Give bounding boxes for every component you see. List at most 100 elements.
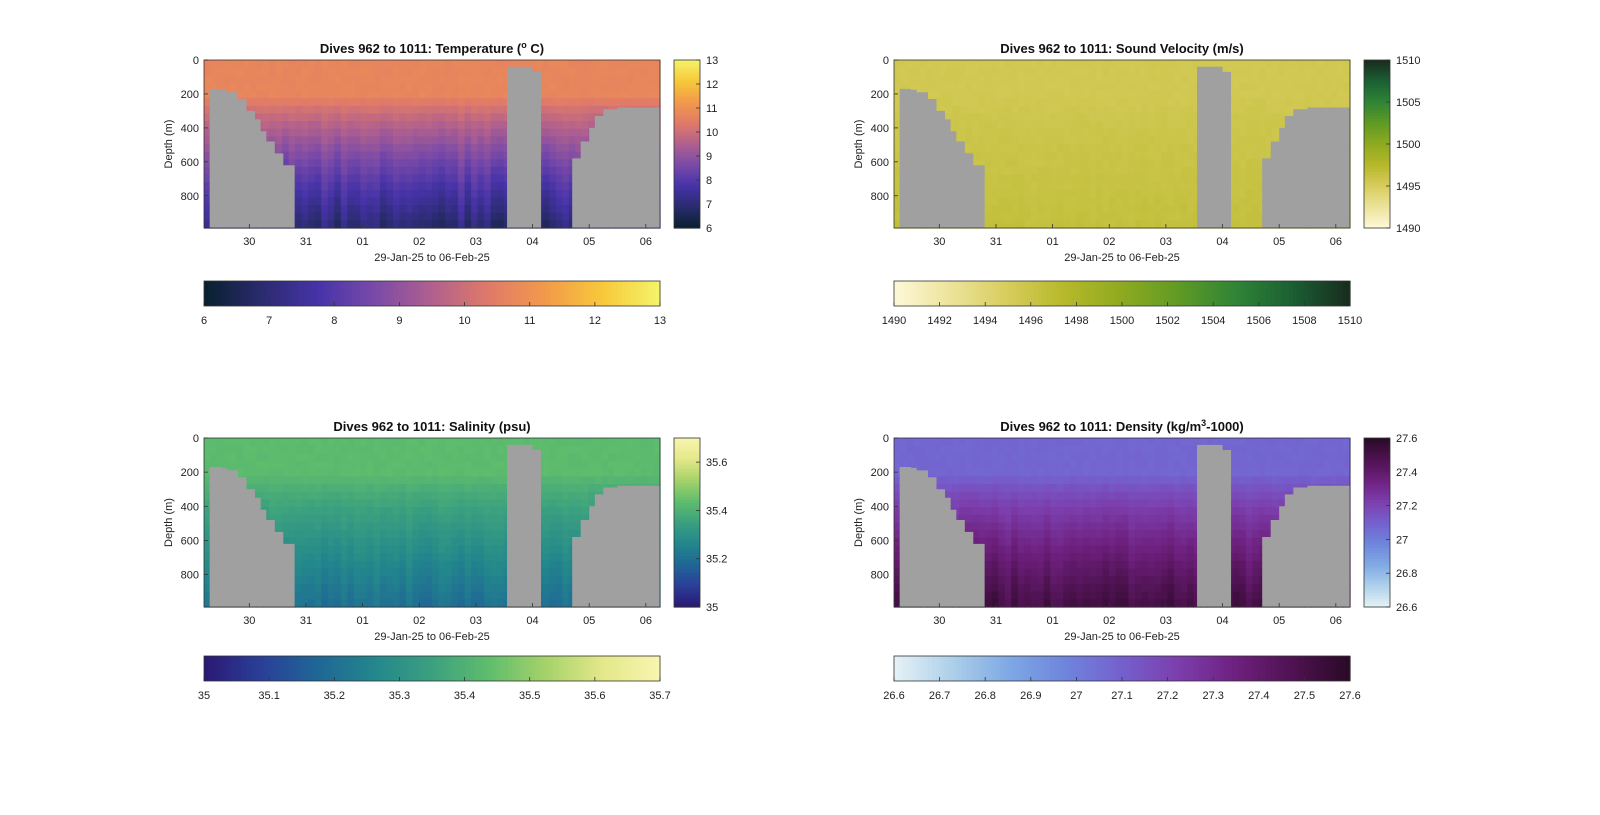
heat-cell: [1011, 121, 1019, 130]
heat-cell: [275, 491, 283, 501]
colorbar-segment: [897, 281, 903, 306]
heat-cell: [965, 82, 973, 92]
heat-cell: [536, 60, 544, 69]
heat-cell: [373, 60, 381, 69]
heat-cell: [1245, 205, 1253, 214]
heat-cell: [1063, 67, 1071, 76]
heat-cell: [1161, 90, 1169, 99]
heat-cell: [562, 113, 570, 122]
heat-cell: [1122, 174, 1130, 183]
heat-cell: [308, 507, 316, 516]
heat-cell: [236, 82, 244, 92]
heat-cell: [288, 484, 296, 493]
colorbar-segment: [674, 127, 700, 131]
heat-cell: [295, 560, 303, 570]
heat-cell: [373, 553, 381, 562]
heat-cell: [620, 98, 629, 107]
colorbar-segment: [943, 281, 948, 306]
heat-cell: [379, 136, 387, 145]
heat-cell: [1252, 128, 1260, 137]
heat-cell: [458, 182, 466, 191]
heat-cell: [1148, 60, 1156, 69]
heat-cell: [243, 453, 251, 462]
heat-cell: [275, 67, 283, 76]
heat-cell: [458, 144, 466, 153]
heat-cell: [1056, 90, 1064, 99]
heat-cell: [1161, 113, 1169, 122]
heat-cell: [991, 113, 999, 122]
heat-cell: [438, 553, 446, 562]
heat-cell: [314, 507, 322, 516]
heat-cell: [1024, 105, 1032, 115]
heat-cell: [360, 136, 368, 145]
heat-cell: [425, 530, 433, 539]
heat-cell: [249, 476, 257, 485]
heat-cell: [1187, 205, 1195, 214]
heat-cell: [432, 98, 440, 107]
heat-cell: [1167, 105, 1175, 115]
heat-cell: [282, 476, 290, 485]
heat-cell: [262, 90, 270, 99]
heat-cell: [432, 468, 440, 478]
heat-cell: [275, 522, 283, 531]
heat-cell: [340, 60, 348, 69]
heat-cell: [978, 67, 986, 76]
heat-cell: [432, 197, 440, 206]
heat-cell: [1245, 75, 1253, 84]
heat-cell: [627, 67, 635, 76]
heat-cell: [926, 67, 934, 76]
heat-cell: [412, 144, 420, 153]
heat-cell: [542, 522, 550, 531]
heat-cell: [1017, 136, 1025, 145]
heat-cell: [1148, 75, 1156, 84]
heat-cell: [334, 90, 342, 99]
heat-cell: [314, 98, 322, 107]
heat-cell: [386, 121, 394, 130]
heat-cell: [536, 67, 544, 76]
heat-cell: [334, 189, 342, 199]
heat-cell: [373, 599, 381, 608]
heat-cell: [1154, 212, 1162, 221]
heat-cell: [288, 67, 296, 76]
heat-cell: [295, 159, 303, 168]
heat-cell: [471, 144, 479, 153]
heat-cell: [425, 151, 433, 160]
heat-cell: [1024, 212, 1032, 221]
heat-cell: [549, 98, 557, 107]
heat-cell: [373, 560, 381, 570]
heat-cell: [418, 197, 427, 206]
heat-cell: [1024, 220, 1032, 229]
heat-cell: [379, 499, 387, 508]
heat-cell: [1161, 189, 1169, 199]
heat-cell: [568, 461, 576, 470]
heat-cell: [477, 545, 485, 554]
heat-cell: [438, 484, 446, 493]
heat-cell: [900, 82, 908, 92]
colorbar-segment: [606, 281, 612, 306]
heat-cell: [497, 568, 505, 577]
colorbar-segment: [584, 281, 589, 306]
colorbar-segment: [674, 88, 700, 92]
heat-cell: [392, 553, 401, 562]
colorbar-segment: [674, 96, 700, 100]
heat-cell: [275, 476, 283, 485]
colorbar-segment: [674, 163, 700, 167]
heat-cell: [379, 476, 387, 485]
heat-cell: [451, 205, 459, 214]
colorbar-segment: [348, 281, 353, 306]
heat-cell: [464, 453, 472, 462]
x-axis-label: 29-Jan-25 to 06-Feb-25: [374, 252, 490, 264]
heat-cell: [1017, 220, 1025, 229]
heat-cell: [1095, 159, 1104, 168]
heat-cell: [308, 159, 316, 168]
heat-cell: [484, 522, 492, 531]
colorbar-segment: [1364, 132, 1390, 137]
heat-cell: [497, 159, 505, 168]
heat-cell: [640, 82, 648, 92]
heat-cell: [282, 151, 290, 160]
heat-cell: [1063, 82, 1071, 92]
heat-cell: [1102, 60, 1110, 69]
heat-cell: [490, 174, 498, 183]
heat-cell: [412, 522, 420, 531]
heat-cell: [607, 468, 615, 478]
